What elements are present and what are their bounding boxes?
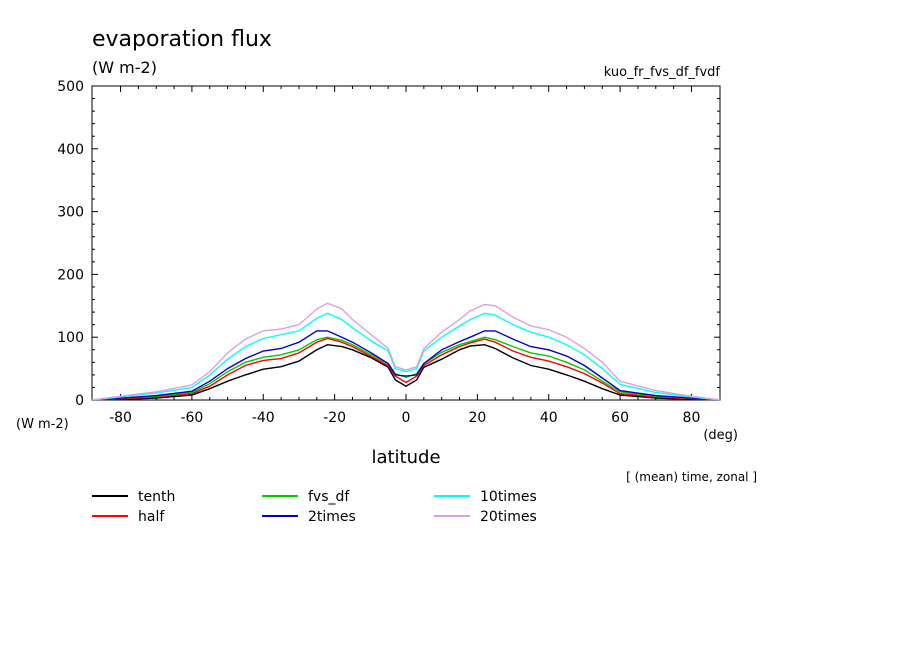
y-tick-label: 300 — [57, 205, 84, 221]
x-tick-label: 20 — [468, 410, 486, 426]
legend-label: 2times — [308, 509, 356, 525]
chart-units: (W m-2) — [92, 58, 157, 77]
legend-label: half — [138, 509, 165, 525]
averaging-note: [ (mean) time, zonal ] — [626, 470, 757, 484]
series-line-20times — [91, 302, 721, 401]
legend-label: tenth — [138, 489, 175, 505]
y-tick-label: 100 — [57, 330, 84, 346]
x-units-label: (deg) — [703, 428, 738, 443]
x-tick-label: -80 — [109, 410, 132, 426]
x-tick-label: 80 — [683, 410, 701, 426]
y-tick-label: 400 — [57, 142, 84, 158]
series-lines — [91, 302, 721, 401]
plot-frame — [91, 85, 721, 401]
axis-ticks: -80 -60 -40 -20 0 20 40 60 80 0 100 200 300 400 500 — [57, 79, 720, 426]
series-line-fvs-df — [91, 336, 721, 401]
plot-area: -80 -60 -40 -20 0 20 40 60 80 0 100 200 300 400 500 — [57, 79, 721, 426]
x-tick-label: -60 — [180, 410, 203, 426]
experiment-label: kuo_fr_fvs_df_fvdf — [604, 65, 721, 80]
y-units-label: (W m-2) — [16, 417, 69, 432]
y-tick-label: 200 — [57, 267, 84, 283]
legend-label: 20times — [480, 509, 537, 525]
chart-title: evaporation flux — [92, 27, 272, 52]
x-tick-label: -40 — [252, 410, 275, 426]
y-tick-label: 500 — [57, 79, 84, 95]
x-tick-label: 0 — [402, 410, 411, 426]
series-line-2times — [91, 330, 721, 401]
x-tick-label: 60 — [611, 410, 629, 426]
legend-label: fvs_df — [308, 489, 350, 505]
x-axis-label: latitude — [371, 447, 440, 468]
x-tick-label: 40 — [540, 410, 558, 426]
x-tick-label: -20 — [323, 410, 346, 426]
y-tick-label: 0 — [75, 393, 84, 409]
series-line-10times — [91, 312, 721, 401]
series-line-half — [91, 337, 721, 401]
legend-label: 10times — [480, 489, 537, 505]
series-line-tenth — [91, 343, 721, 401]
legend: tenth half fvs_df 2times 10times 20times — [92, 489, 537, 525]
